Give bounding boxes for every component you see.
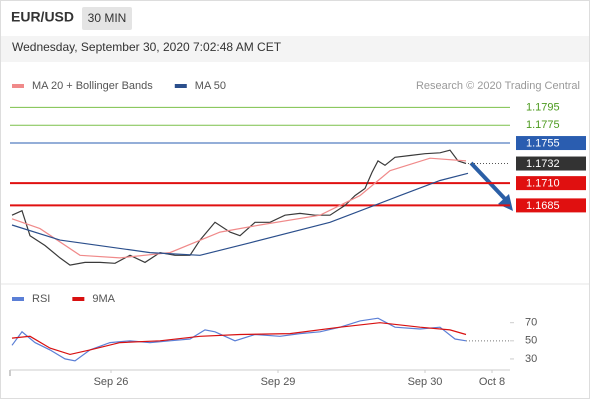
x-tick-label: Sep 30	[408, 376, 443, 388]
interval-button[interactable]	[82, 7, 132, 30]
series-line	[11, 157, 467, 259]
y-tick-label: 50	[525, 335, 537, 347]
symbol: EUR/USD	[11, 9, 74, 25]
legend-label: RSI	[32, 293, 50, 305]
level-label: 1.1732	[526, 158, 560, 170]
x-tick-label: Sep 29	[261, 376, 296, 388]
legend-swatch	[72, 297, 85, 301]
level-label: 1.1710	[526, 178, 560, 190]
level-tag	[516, 136, 586, 151]
legend-label: MA 20 + Bollinger Bands	[32, 80, 153, 92]
level-label: 1.1775	[526, 119, 560, 131]
credit: Research © 2020 Trading Central	[416, 80, 580, 92]
level-tag	[516, 156, 586, 171]
series-line	[11, 172, 469, 256]
forecast-arrow	[469, 161, 508, 202]
y-tick-label: 70	[525, 317, 537, 329]
legend-label: 9MA	[92, 293, 115, 305]
level-label: 1.1755	[526, 137, 560, 149]
date-band	[1, 36, 589, 62]
interval[interactable]: 30 MIN	[88, 11, 127, 25]
x-tick-label: Sep 26	[94, 376, 129, 388]
forecast-arrowhead	[498, 194, 513, 211]
series-line	[11, 149, 467, 266]
level-label: 1.1685	[526, 200, 560, 212]
legend-swatch	[12, 84, 24, 88]
level-tag	[516, 176, 586, 191]
timestamp: Wednesday, September 30, 2020 7:02:48 AM…	[12, 40, 282, 54]
level-tag	[516, 198, 586, 213]
legend-swatch	[174, 84, 187, 88]
y-tick-label: 30	[525, 353, 537, 365]
level-label: 1.1795	[526, 101, 560, 113]
x-tick-label: Oct 8	[479, 376, 505, 388]
series-line	[11, 322, 467, 356]
legend-label: MA 50	[195, 80, 226, 92]
legend-swatch	[12, 297, 24, 301]
